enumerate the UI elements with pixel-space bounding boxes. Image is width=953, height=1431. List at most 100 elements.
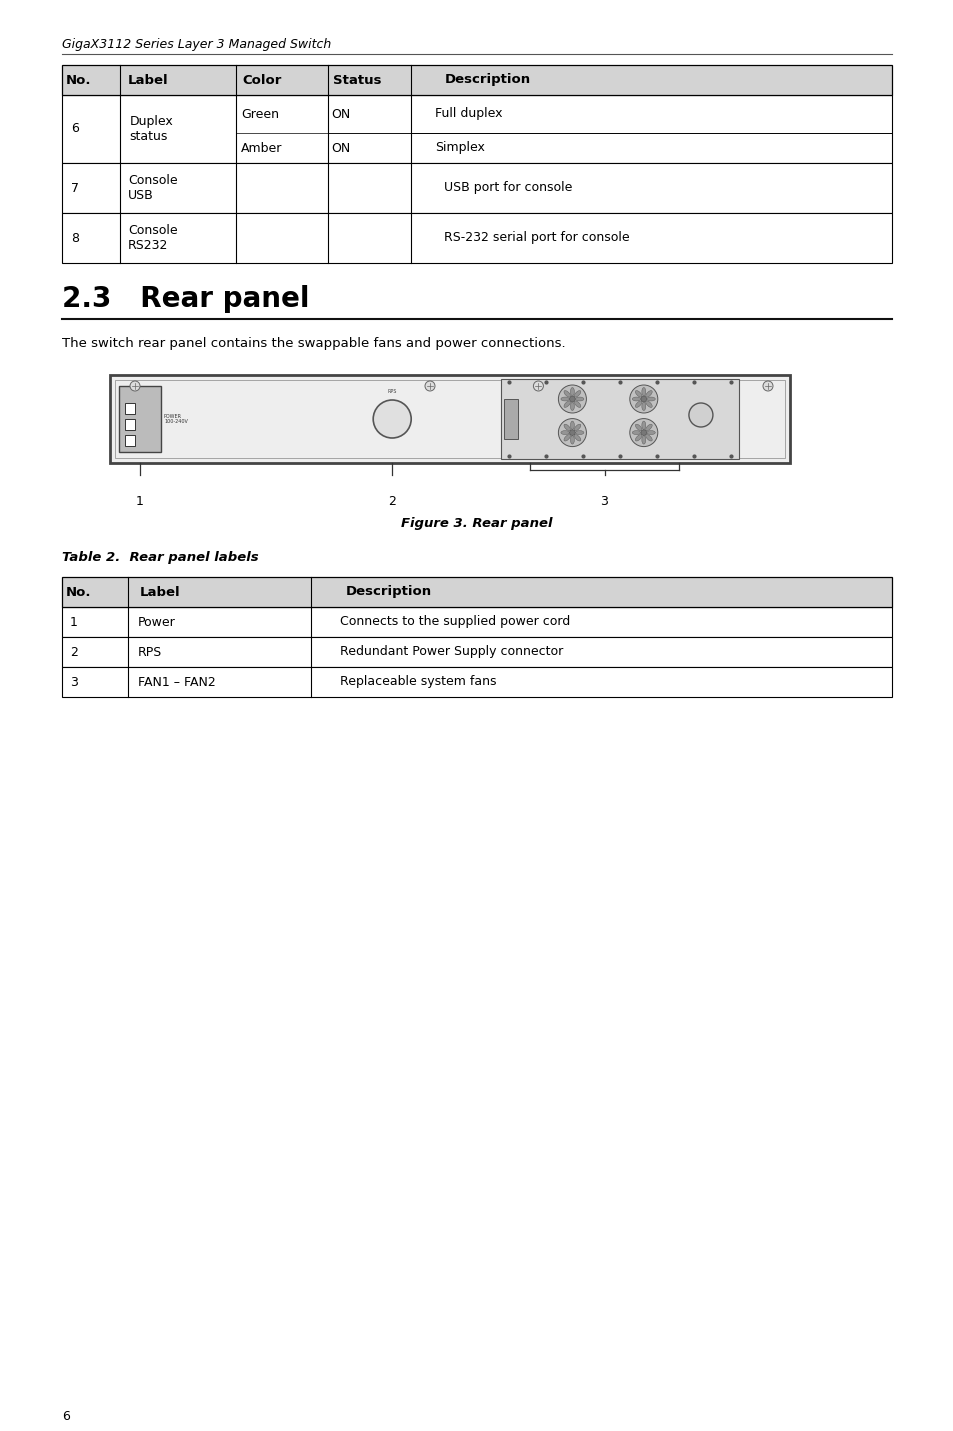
Circle shape — [558, 385, 586, 414]
Circle shape — [688, 404, 712, 426]
Ellipse shape — [563, 435, 570, 441]
Text: Replaceable system fans: Replaceable system fans — [339, 675, 496, 688]
Text: 7: 7 — [71, 182, 79, 195]
Text: Status: Status — [333, 73, 381, 86]
Ellipse shape — [646, 431, 655, 435]
Bar — [62, 607, 891, 637]
Text: 3: 3 — [599, 495, 608, 508]
Text: Description: Description — [346, 585, 432, 598]
Bar — [62, 94, 891, 163]
Ellipse shape — [560, 431, 569, 435]
Text: Table 2.  Rear panel labels: Table 2. Rear panel labels — [62, 551, 258, 564]
Circle shape — [640, 429, 646, 435]
Text: 2: 2 — [388, 495, 395, 508]
Circle shape — [629, 385, 658, 414]
Text: 3: 3 — [70, 675, 78, 688]
Circle shape — [130, 381, 140, 391]
Ellipse shape — [570, 388, 574, 396]
Text: RPS: RPS — [387, 389, 396, 394]
Text: Console
USB: Console USB — [128, 175, 177, 202]
Text: The switch rear panel contains the swappable fans and power connections.: The switch rear panel contains the swapp… — [62, 336, 565, 351]
Text: Full duplex: Full duplex — [435, 107, 501, 120]
Ellipse shape — [632, 396, 640, 401]
Ellipse shape — [570, 435, 574, 444]
Circle shape — [762, 381, 772, 391]
Text: No.: No. — [66, 73, 91, 86]
Ellipse shape — [635, 435, 641, 441]
Text: Figure 3. Rear panel: Figure 3. Rear panel — [401, 517, 552, 529]
Ellipse shape — [641, 402, 645, 411]
Text: Label: Label — [139, 585, 180, 598]
Text: RPS: RPS — [137, 645, 162, 658]
Bar — [125, 419, 135, 429]
Ellipse shape — [646, 396, 655, 401]
Text: Power: Power — [137, 615, 175, 628]
Bar — [62, 163, 891, 213]
Circle shape — [533, 381, 543, 391]
Bar — [62, 577, 891, 607]
Bar — [62, 667, 891, 697]
Bar — [503, 399, 517, 439]
Ellipse shape — [635, 391, 641, 398]
Text: Amber: Amber — [240, 142, 282, 155]
Circle shape — [569, 396, 575, 402]
Circle shape — [569, 429, 575, 435]
Text: 2: 2 — [70, 645, 78, 658]
Ellipse shape — [632, 431, 640, 435]
Text: 1: 1 — [136, 495, 144, 508]
Circle shape — [424, 381, 435, 391]
Text: USB port for console: USB port for console — [444, 182, 572, 195]
Ellipse shape — [574, 424, 580, 431]
Ellipse shape — [645, 424, 652, 431]
Ellipse shape — [563, 424, 570, 431]
Ellipse shape — [645, 401, 652, 408]
Ellipse shape — [635, 401, 641, 408]
Text: Console
RS232: Console RS232 — [128, 225, 177, 252]
Bar — [110, 375, 789, 464]
Ellipse shape — [635, 424, 641, 431]
Bar — [115, 381, 784, 458]
Ellipse shape — [645, 391, 652, 398]
Ellipse shape — [641, 388, 645, 396]
Circle shape — [640, 396, 646, 402]
Text: 1: 1 — [70, 615, 78, 628]
Text: Color: Color — [242, 73, 282, 86]
Ellipse shape — [574, 435, 580, 441]
Ellipse shape — [560, 396, 569, 401]
Text: RS-232 serial port for console: RS-232 serial port for console — [444, 232, 629, 245]
Circle shape — [629, 419, 658, 446]
Bar — [62, 64, 891, 94]
Text: FAN1 – FAN2: FAN1 – FAN2 — [137, 675, 215, 688]
Ellipse shape — [645, 435, 652, 441]
Ellipse shape — [575, 396, 583, 401]
Text: Connects to the supplied power cord: Connects to the supplied power cord — [339, 615, 570, 628]
Text: Redundant Power Supply connector: Redundant Power Supply connector — [339, 645, 562, 658]
Text: Simplex: Simplex — [435, 142, 484, 155]
Bar — [500, 379, 739, 459]
Bar — [125, 404, 135, 414]
Bar — [62, 213, 891, 263]
Text: ON: ON — [332, 142, 351, 155]
Text: POWER
100-240V: POWER 100-240V — [164, 414, 188, 425]
Text: No.: No. — [66, 585, 91, 598]
Text: Description: Description — [444, 73, 530, 86]
Ellipse shape — [641, 421, 645, 429]
Text: 6: 6 — [62, 1410, 70, 1422]
Ellipse shape — [641, 435, 645, 444]
Ellipse shape — [563, 391, 570, 398]
Circle shape — [373, 401, 411, 438]
Bar — [62, 637, 891, 667]
Text: ON: ON — [332, 107, 351, 120]
Text: Duplex
status: Duplex status — [130, 114, 172, 143]
Ellipse shape — [570, 421, 574, 429]
Ellipse shape — [574, 391, 580, 398]
Ellipse shape — [575, 431, 583, 435]
Text: GigaX3112 Series Layer 3 Managed Switch: GigaX3112 Series Layer 3 Managed Switch — [62, 39, 331, 52]
Text: Green: Green — [240, 107, 278, 120]
Text: Label: Label — [128, 73, 169, 86]
Ellipse shape — [563, 401, 570, 408]
Bar — [125, 435, 135, 446]
Bar — [119, 386, 161, 452]
Text: 2.3   Rear panel: 2.3 Rear panel — [62, 285, 309, 313]
Circle shape — [558, 419, 586, 446]
